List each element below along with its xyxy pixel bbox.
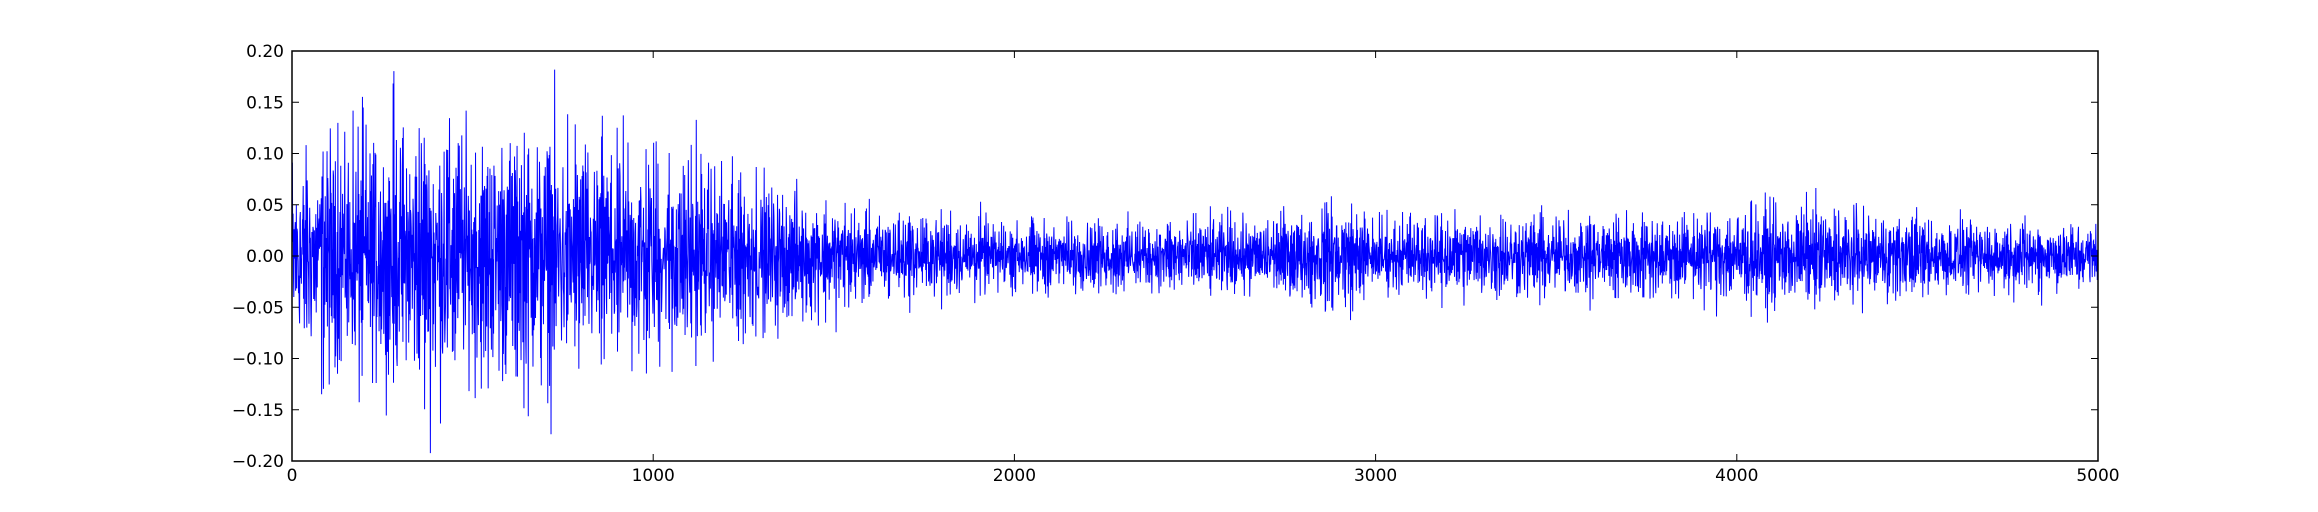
y-tick-label: 0.15: [246, 93, 284, 113]
x-tick-label: 2000: [993, 466, 1036, 486]
y-tick-label: 0.10: [246, 145, 284, 165]
y-tick-label: 0.00: [246, 247, 284, 267]
signal-series-line: [292, 69, 2098, 454]
x-tick-label: 3000: [1354, 466, 1397, 486]
y-tick-label: −0.05: [232, 298, 284, 318]
x-tick-label: 4000: [1715, 466, 1758, 486]
y-tick-label: 0.20: [246, 42, 284, 62]
x-tick-label: 5000: [2076, 466, 2119, 486]
y-tick-label: −0.10: [232, 350, 284, 370]
y-tick-label: 0.05: [246, 196, 284, 216]
y-tick-label: −0.20: [232, 452, 284, 472]
y-tick-label: −0.15: [232, 401, 284, 421]
x-tick-label: 0: [287, 466, 298, 486]
x-tick-label: 1000: [632, 466, 675, 486]
